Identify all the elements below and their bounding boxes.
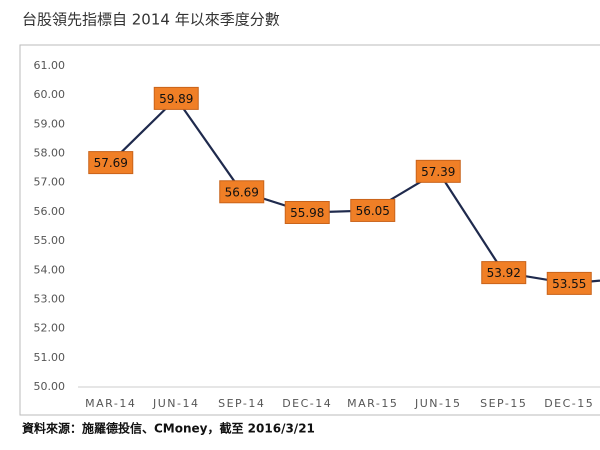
y-tick-label: 53.00 <box>34 292 66 305</box>
value-label-box <box>88 151 134 175</box>
y-tick-label: 61.00 <box>34 59 66 72</box>
chart-frame <box>19 44 600 416</box>
x-tick-label: DEC-14 <box>282 397 332 410</box>
y-tick-label: 57.00 <box>34 176 66 189</box>
y-tick-label: 58.00 <box>34 147 66 160</box>
value-label: 57.69 <box>94 156 128 170</box>
value-label-box <box>153 86 199 110</box>
x-tick-label: DEC-15 <box>544 397 594 410</box>
y-tick-label: 54.00 <box>34 263 66 276</box>
x-tick-label: SEP-14 <box>218 397 265 410</box>
y-tick-label: 55.00 <box>34 234 66 247</box>
x-tick-label: MAR-15 <box>347 397 398 410</box>
y-tick-label: 51.00 <box>34 351 66 364</box>
value-label-box <box>350 198 396 222</box>
value-label: 55.98 <box>290 206 324 220</box>
value-label: 53.55 <box>552 277 586 291</box>
value-label-box <box>546 271 592 295</box>
line-series <box>109 96 600 285</box>
x-tick-label: MAR-14 <box>85 397 136 410</box>
x-tick-label: JUN-14 <box>152 397 200 410</box>
value-label: 57.39 <box>421 165 455 179</box>
x-tick-label: SEP-15 <box>480 397 527 410</box>
x-tick-label: JUN-15 <box>414 397 462 410</box>
value-label: 59.89 <box>159 92 193 106</box>
y-tick-label: 59.00 <box>34 117 66 130</box>
value-label-box <box>219 180 265 204</box>
value-label-box <box>284 200 330 224</box>
y-tick-label: 50.00 <box>34 380 66 393</box>
y-tick-label: 60.00 <box>34 88 66 101</box>
value-label: 56.05 <box>356 204 390 218</box>
value-label-box <box>481 261 527 285</box>
y-tick-label: 56.00 <box>34 205 66 218</box>
y-tick-label: 52.00 <box>34 322 66 335</box>
value-label-box <box>415 159 461 183</box>
source-note: 資料來源：施羅德投信、CMoney，截至 2016/3/21 <box>22 421 315 436</box>
value-label: 56.69 <box>225 185 259 199</box>
value-label: 53.92 <box>487 266 521 280</box>
chart-title: 台股領先指標自 2014 年以來季度分數 <box>22 11 280 29</box>
